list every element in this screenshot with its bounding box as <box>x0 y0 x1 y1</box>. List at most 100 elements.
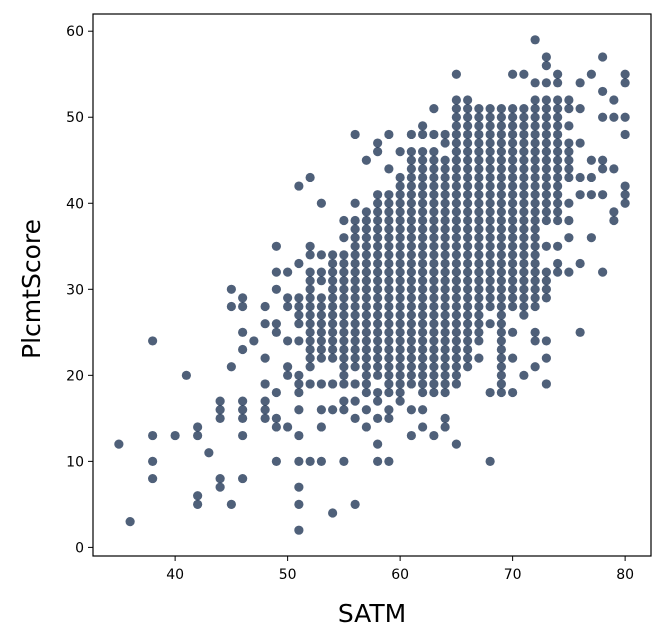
data-point <box>418 319 428 329</box>
data-point <box>305 250 315 260</box>
data-point <box>271 327 281 337</box>
data-point <box>496 241 506 251</box>
data-point <box>429 224 439 234</box>
data-point <box>519 129 529 140</box>
data-point <box>316 250 326 260</box>
data-point <box>361 155 371 165</box>
data-point <box>474 104 484 114</box>
data-point <box>350 250 360 260</box>
data-point <box>429 293 439 303</box>
data-point <box>620 78 630 88</box>
data-point <box>474 353 484 363</box>
data-point <box>395 396 405 406</box>
data-point <box>519 121 529 131</box>
data-point <box>148 456 158 466</box>
data-point <box>541 121 551 131</box>
data-point <box>328 336 338 346</box>
data-point <box>373 439 383 449</box>
data-point <box>384 353 394 363</box>
data-point <box>418 422 428 432</box>
data-point <box>451 207 461 217</box>
data-point <box>294 405 304 415</box>
data-point <box>451 344 461 355</box>
data-point <box>418 250 428 260</box>
data-point <box>474 138 484 148</box>
data-point <box>406 319 416 329</box>
data-point <box>316 198 326 208</box>
data-point <box>564 138 574 148</box>
data-point <box>384 250 394 260</box>
data-point <box>440 310 450 320</box>
data-point <box>339 293 349 303</box>
data-point <box>463 327 473 337</box>
data-point <box>508 215 518 226</box>
data-point <box>463 164 473 174</box>
data-point <box>429 310 439 320</box>
data-point <box>215 473 225 484</box>
data-point <box>564 198 574 208</box>
data-point <box>508 224 518 234</box>
data-point <box>406 362 416 372</box>
data-point <box>463 284 473 294</box>
data-point <box>316 336 326 346</box>
data-point <box>474 215 484 226</box>
data-point <box>541 138 551 148</box>
data-point <box>451 190 461 200</box>
data-point <box>395 147 405 157</box>
data-point <box>361 362 371 372</box>
data-point <box>508 129 518 140</box>
data-point <box>519 207 529 217</box>
data-point <box>350 284 360 294</box>
data-point <box>485 172 495 183</box>
data-point <box>451 310 461 320</box>
data-point <box>496 224 506 234</box>
data-point <box>519 181 529 191</box>
data-point <box>418 336 428 346</box>
data-point <box>373 396 383 406</box>
data-point <box>373 198 383 208</box>
data-point <box>553 112 563 122</box>
data-point <box>271 456 281 466</box>
data-point <box>418 155 428 165</box>
data-point <box>395 284 405 294</box>
data-point <box>553 78 563 88</box>
data-point <box>519 164 529 174</box>
data-point <box>384 233 394 243</box>
data-point <box>485 319 495 329</box>
data-point <box>530 276 540 286</box>
data-point <box>496 129 506 140</box>
data-point <box>395 362 405 372</box>
data-point <box>440 155 450 165</box>
data-point <box>305 241 315 251</box>
data-point <box>530 258 540 269</box>
data-point <box>350 129 360 140</box>
data-point <box>361 405 371 415</box>
data-point <box>305 293 315 303</box>
data-point <box>350 319 360 329</box>
data-point <box>350 293 360 303</box>
data-point <box>429 129 439 140</box>
data-point <box>485 147 495 157</box>
data-point <box>429 370 439 380</box>
data-point <box>496 336 506 346</box>
data-point <box>238 430 248 441</box>
data-point <box>451 267 461 277</box>
data-point <box>530 78 540 88</box>
data-point <box>271 387 281 398</box>
data-point <box>541 52 551 62</box>
data-point <box>463 344 473 355</box>
data-point <box>541 78 551 88</box>
data-point <box>406 241 416 251</box>
data-point <box>553 95 563 105</box>
data-point <box>496 267 506 277</box>
data-point <box>328 405 338 415</box>
data-point <box>553 215 563 226</box>
data-point <box>530 147 540 157</box>
data-point <box>373 250 383 260</box>
data-point <box>553 147 563 157</box>
data-point <box>406 198 416 208</box>
data-point <box>339 284 349 294</box>
data-point <box>440 241 450 251</box>
data-point <box>598 267 608 277</box>
data-point <box>373 387 383 398</box>
